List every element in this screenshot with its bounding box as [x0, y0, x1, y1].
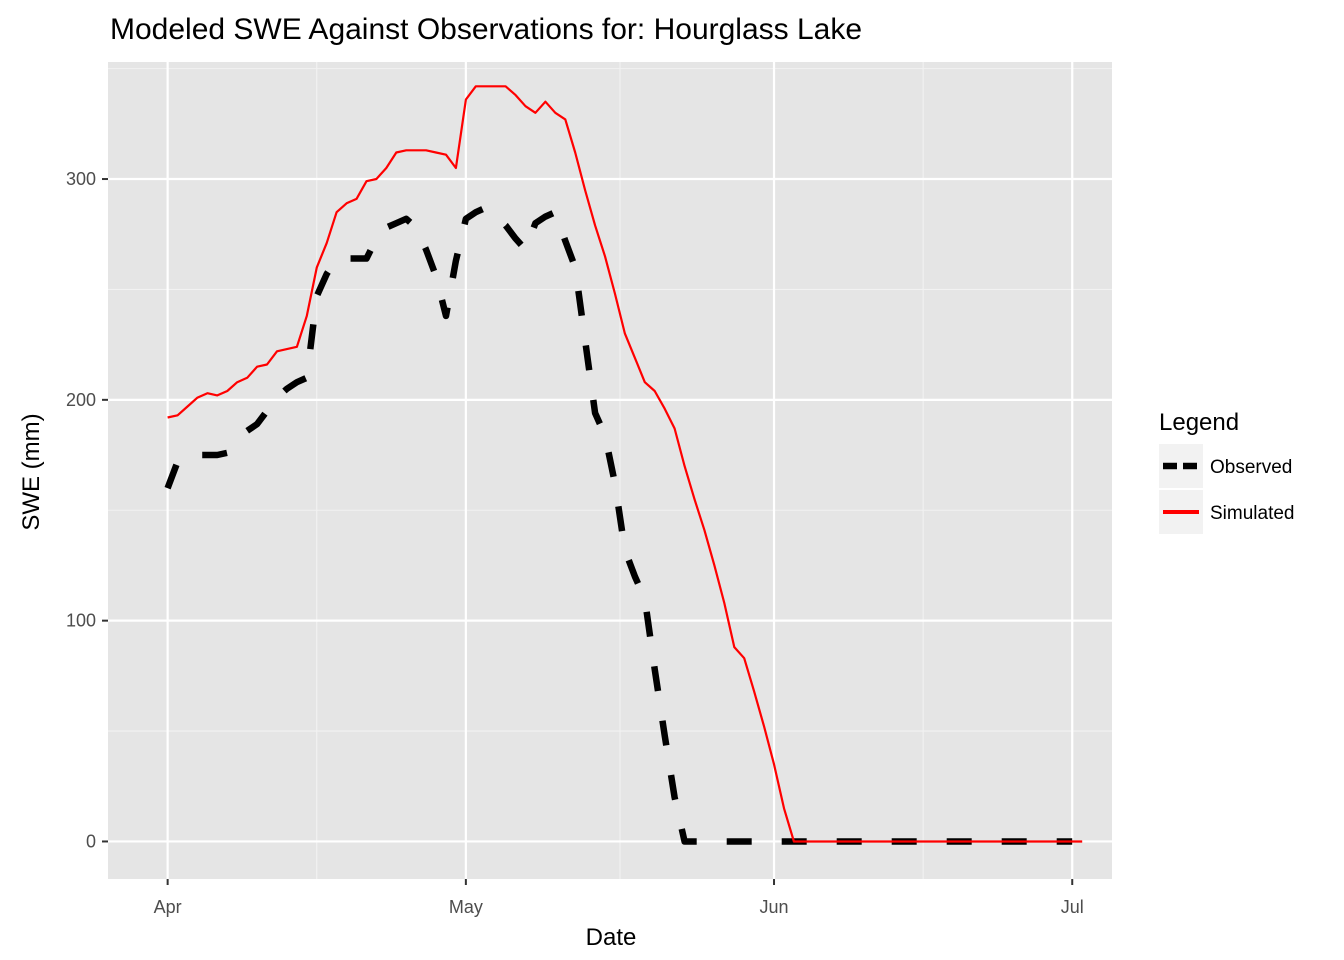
x-tick-label: Jul	[1061, 897, 1084, 917]
y-tick-label: 100	[66, 611, 96, 631]
y-axis-title: SWE (mm)	[18, 413, 45, 530]
axis-ticks	[102, 178, 1074, 885]
legend-title: Legend	[1159, 409, 1239, 436]
grid-minor	[108, 62, 1112, 879]
legend: Legend Observed Simulated	[1159, 409, 1295, 534]
y-tick-label: 300	[66, 169, 96, 189]
legend-entries: Observed Simulated	[1159, 444, 1295, 534]
series-layer	[164, 85, 1083, 845]
x-tick-labels: Apr May Jun Jul	[154, 897, 1084, 917]
x-tick-label: Jun	[760, 897, 789, 917]
chart-title: Modeled SWE Against Observations for: Ho…	[110, 13, 862, 46]
y-tick-labels: 0 100 200 300	[66, 169, 96, 851]
x-tick-label: May	[449, 897, 483, 917]
grid-major	[108, 62, 1112, 879]
x-tick-label: Apr	[154, 897, 182, 917]
y-tick-label: 200	[66, 390, 96, 410]
y-tick-label: 0	[86, 831, 96, 851]
series-line-observed	[164, 204, 1073, 845]
x-axis-title: Date	[586, 924, 637, 951]
legend-label-simulated: Simulated	[1210, 503, 1295, 524]
series-line-simulated	[167, 85, 1083, 843]
legend-label-observed: Observed	[1210, 457, 1292, 478]
